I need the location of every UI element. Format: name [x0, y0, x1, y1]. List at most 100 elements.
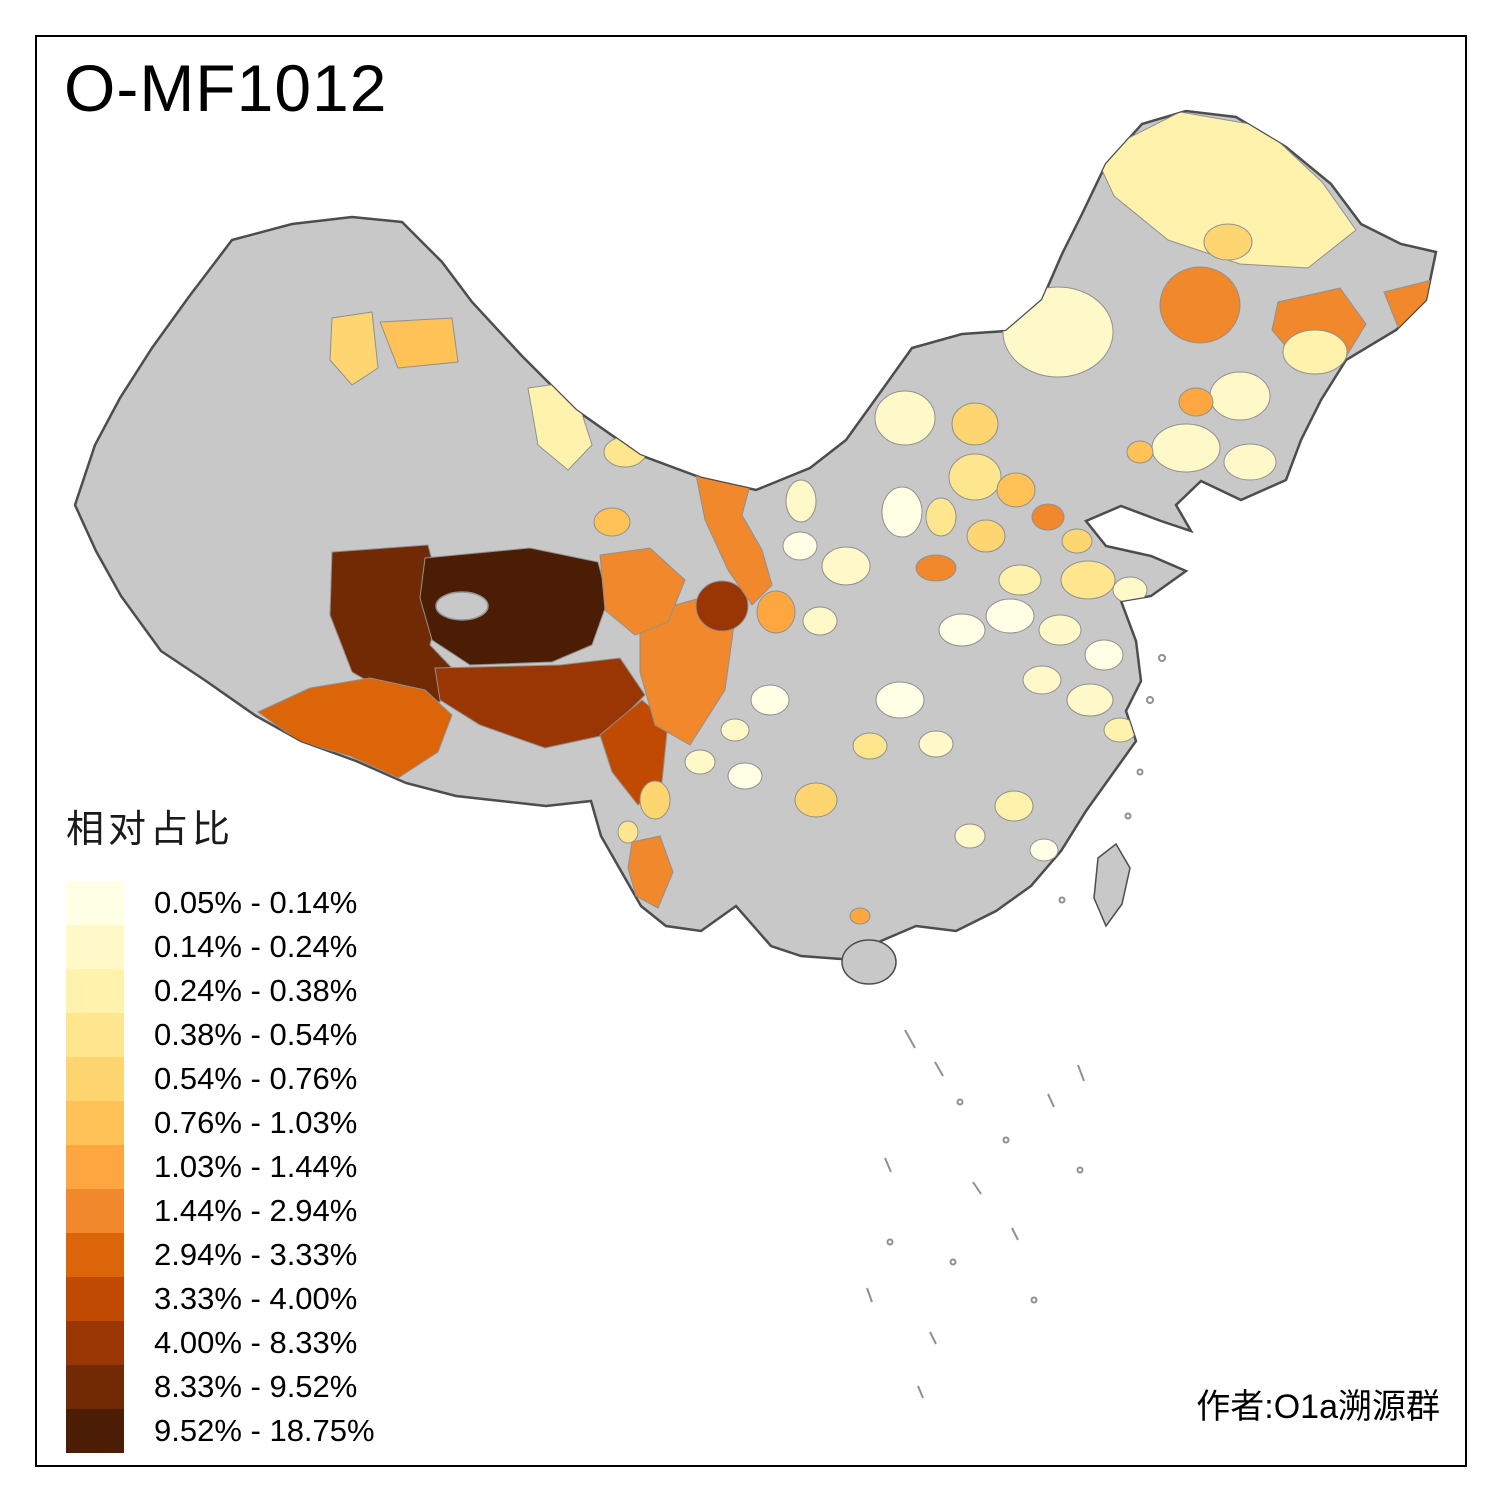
region-shanxi-north: [881, 486, 923, 538]
region-shanghai-area: [1103, 717, 1137, 743]
region-innermongolia-light: [951, 402, 999, 446]
legend-swatch: [66, 925, 124, 969]
region-innermongolia-pale: [874, 390, 936, 446]
south-china-sea-dashes: [866, 1029, 1085, 1399]
region-hebei-ne: [996, 472, 1036, 508]
legend-row: 0.24% - 0.38%: [66, 969, 375, 1013]
legend-swatch: [66, 881, 124, 925]
region-yunnan-east: [684, 749, 716, 775]
legend-label: 0.05% - 0.14%: [154, 885, 358, 920]
region-qinghai-nw: [593, 507, 631, 537]
region-shandong-east: [1112, 576, 1148, 604]
legend-items: 0.05% - 0.14% 0.14% - 0.24% 0.24% - 0.38% 0…: [66, 881, 375, 1453]
legend-label: 0.38% - 0.54%: [154, 1017, 358, 1052]
prefecture-regions: [257, 111, 1436, 925]
legend-row: 9.52% - 18.75%: [66, 1409, 375, 1453]
region-sichuan-basin: [727, 762, 763, 790]
region-henan-mid: [985, 598, 1035, 634]
legend-label: 9.52% - 18.75%: [154, 1413, 375, 1448]
legend-swatch: [66, 1101, 124, 1145]
region-beijing: [1031, 503, 1065, 531]
region-liaoning-coast: [1223, 443, 1277, 481]
taiwan-island: [1093, 842, 1131, 928]
region-hubei: [875, 681, 925, 719]
legend: 相对占比 0.05% - 0.14% 0.14% - 0.24% 0.24% - 0…: [66, 798, 375, 1453]
legend-swatch: [66, 1233, 124, 1277]
region-henan-north: [998, 564, 1042, 596]
region-shanxi-south: [938, 613, 986, 647]
legend-row: 0.05% - 0.14%: [66, 881, 375, 925]
region-hebei-mid: [966, 519, 1006, 553]
region-tibet-band: [257, 677, 453, 779]
hainan-island: [841, 939, 897, 985]
legend-label: 1.03% - 1.44%: [154, 1149, 358, 1184]
region-liaoning-small: [1126, 440, 1154, 464]
legend-row: 8.33% - 9.52%: [66, 1365, 375, 1409]
legend-swatch: [66, 1145, 124, 1189]
legend-swatch: [66, 969, 124, 1013]
region-gannan-dark: [695, 580, 749, 632]
legend-swatch: [66, 1365, 124, 1409]
legend-label: 2.94% - 3.33%: [154, 1237, 358, 1272]
region-hebei-north: [948, 453, 1002, 501]
legend-swatch: [66, 1409, 124, 1453]
legend-title: 相对占比: [66, 809, 235, 851]
region-ningxia: [785, 479, 817, 523]
region-shandong-west: [1060, 560, 1116, 600]
legend-label: 1.44% - 2.94%: [154, 1193, 358, 1228]
legend-row: 1.44% - 2.94%: [66, 1189, 375, 1233]
region-heilongjiang-west: [1002, 286, 1114, 378]
region-xinjiang-west: [329, 311, 379, 386]
region-qinghai-dark-east: [419, 547, 609, 666]
region-jiangsu-north: [1084, 639, 1124, 671]
region-hubei-east: [918, 730, 954, 758]
legend-label: 3.33% - 4.00%: [154, 1281, 358, 1316]
region-xinjiang-east: [603, 436, 647, 468]
region-hebei-sw-orange: [915, 554, 957, 582]
legend-swatch: [66, 1057, 124, 1101]
legend-label: 0.24% - 0.38%: [154, 973, 358, 1008]
coastal-islets: [1058, 654, 1166, 904]
region-shaanxi-pale: [821, 546, 871, 586]
page-title: O-MF1012: [64, 51, 388, 125]
region-jiangxi: [994, 790, 1034, 822]
region-gansu-south-orange: [756, 590, 796, 634]
region-nw-yunnan: [627, 835, 674, 909]
region-shanxi-mid: [925, 497, 957, 537]
legend-swatch: [66, 1189, 124, 1233]
legend-label: 0.76% - 1.03%: [154, 1105, 358, 1140]
region-hunan-north: [852, 732, 888, 760]
region-fujian: [1029, 838, 1059, 862]
legend-label: 4.00% - 8.33%: [154, 1325, 358, 1360]
region-yunnan-small: [617, 820, 639, 844]
legend-label: 8.33% - 9.52%: [154, 1369, 358, 1404]
region-chongqing: [720, 718, 750, 742]
region-liaoning-pale: [1151, 423, 1221, 473]
legend-row: 0.38% - 0.54%: [66, 1013, 375, 1057]
legend-label: 0.14% - 0.24%: [154, 929, 358, 964]
region-shaanxi-south: [802, 606, 838, 636]
legend-row: 0.54% - 0.76%: [66, 1057, 375, 1101]
qinghai-lake: [435, 591, 489, 621]
region-aba-area: [599, 547, 686, 636]
region-leizhou-orange: [849, 907, 871, 925]
region-anhui-north: [1022, 665, 1062, 695]
legend-row: 0.14% - 0.24%: [66, 925, 375, 969]
region-garze-strip: [599, 699, 669, 806]
region-henan-east: [1038, 614, 1082, 646]
region-guizhou-patch: [794, 782, 838, 818]
legend-row: 1.03% - 1.44%: [66, 1145, 375, 1189]
region-jilin-west: [1209, 371, 1271, 421]
region-yunnan-mid: [639, 780, 671, 820]
region-jilin-pale: [1282, 329, 1348, 375]
legend-row: 3.33% - 4.00%: [66, 1277, 375, 1321]
region-sichuan-east: [750, 684, 790, 716]
region-heilongjiang-north: [1094, 111, 1357, 269]
region-heilongjiang-top: [1203, 223, 1253, 261]
legend-row: 2.94% - 3.33%: [66, 1233, 375, 1277]
region-jiangsu-south: [1066, 683, 1114, 717]
legend-row: 4.00% - 8.33%: [66, 1321, 375, 1365]
region-tianjin: [1061, 528, 1093, 554]
